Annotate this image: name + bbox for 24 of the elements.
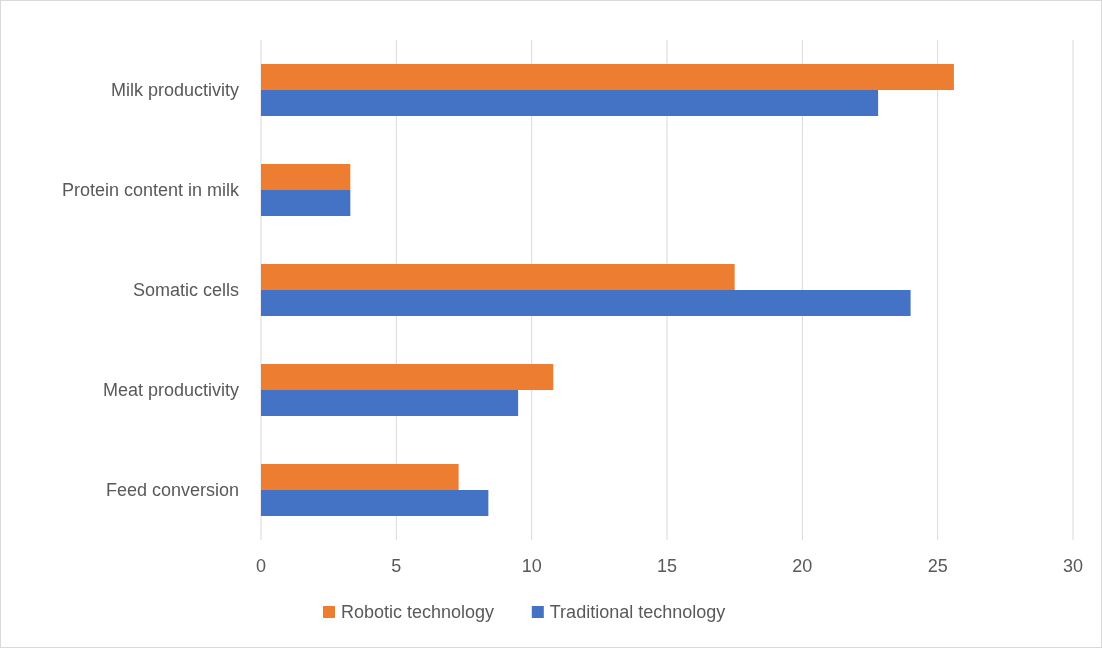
bar [261,190,351,216]
x-tick-label: 15 [656,556,678,576]
bar [261,290,911,316]
bar [261,390,519,416]
x-tick-label: 5 [391,556,402,576]
y-tick-label: Feed conversion [105,480,239,500]
y-tick-label: Protein content in milk [61,180,240,200]
bar [261,164,351,190]
bar [261,364,554,390]
legend-label: Traditional technology [549,602,726,622]
bar [261,90,879,116]
bar [261,490,489,516]
y-tick-label: Somatic cells [132,280,239,300]
y-tick-label: Milk productivity [110,80,239,100]
x-tick-label: 0 [255,556,267,576]
x-tick-label: 25 [927,556,948,576]
y-tick-label: Meat productivity [102,380,239,400]
bar [261,64,954,90]
bar [261,264,735,290]
x-tick-label: 10 [521,556,542,576]
x-tick-label: 30 [1062,556,1084,576]
bar [261,464,459,490]
x-tick-label: 20 [792,556,813,576]
legend-label: Robotic technology [341,602,495,622]
